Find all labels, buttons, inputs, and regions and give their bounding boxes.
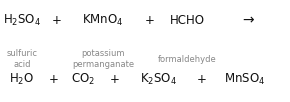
Text: K$_2$SO$_4$: K$_2$SO$_4$ [139,72,177,87]
Text: H$_2$SO$_4$: H$_2$SO$_4$ [3,13,41,28]
Text: +: + [110,73,119,86]
Text: KMnO$_4$: KMnO$_4$ [82,13,124,28]
Text: HCHO: HCHO [170,14,204,27]
Text: +: + [144,14,154,27]
Text: +: + [49,73,59,86]
Text: +: + [52,14,61,27]
Text: +: + [197,73,206,86]
Text: MnSO$_4$: MnSO$_4$ [224,72,266,87]
Text: →: → [242,13,254,27]
Text: sulfuric
acid: sulfuric acid [6,49,37,69]
Text: potassium
permanganate: potassium permanganate [72,49,134,69]
Text: CO$_2$: CO$_2$ [71,72,95,87]
Text: formaldehyde: formaldehyde [158,55,216,64]
Text: H$_2$O: H$_2$O [9,72,34,87]
